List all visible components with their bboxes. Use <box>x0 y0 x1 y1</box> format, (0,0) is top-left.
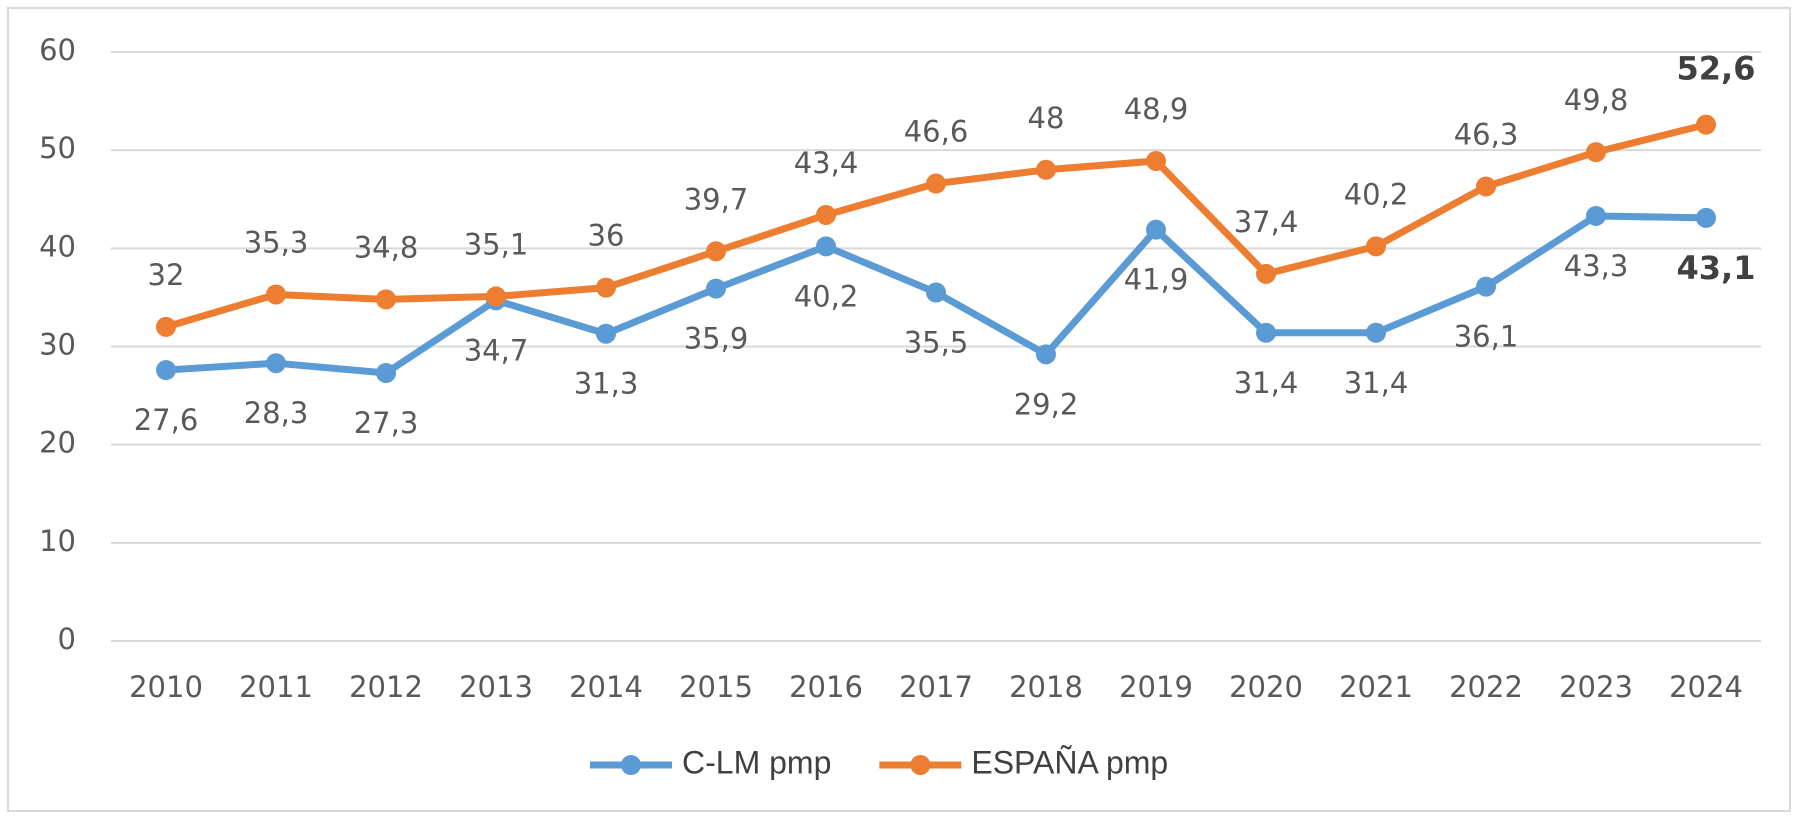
data-label: 32 <box>148 258 185 292</box>
data-label: 35,3 <box>244 225 309 259</box>
data-label: 31,4 <box>1344 366 1409 400</box>
x-tick-label: 2011 <box>239 670 313 704</box>
data-label: 27,3 <box>354 406 419 440</box>
data-label: 28,3 <box>244 396 309 430</box>
point <box>376 363 396 384</box>
point <box>706 278 726 299</box>
data-label: 39,7 <box>684 182 749 216</box>
point <box>1476 176 1496 197</box>
data-label: 43,3 <box>1564 249 1629 283</box>
data-label: 52,6 <box>1677 50 1756 88</box>
point <box>486 286 506 307</box>
legend-marker <box>910 755 931 775</box>
point <box>376 289 396 310</box>
data-label: 40,2 <box>1344 177 1409 211</box>
chart-border <box>7 7 1791 812</box>
point <box>596 277 616 298</box>
point <box>1256 263 1276 284</box>
y-tick-label: 30 <box>39 328 76 362</box>
x-tick-label: 2012 <box>349 670 423 704</box>
data-label: 37,4 <box>1234 205 1299 239</box>
data-label: 41,9 <box>1124 263 1189 297</box>
point <box>1146 150 1166 171</box>
x-tick-label: 2015 <box>679 670 753 704</box>
point <box>1586 142 1606 163</box>
x-tick-label: 2013 <box>459 670 533 704</box>
data-label: 36 <box>588 219 625 253</box>
point <box>266 353 286 374</box>
point <box>1256 322 1276 343</box>
data-label: 27,6 <box>134 403 199 437</box>
point <box>156 316 176 337</box>
point <box>816 236 836 257</box>
legend-text: ESPAÑA pmp <box>971 744 1168 780</box>
point <box>816 204 836 225</box>
point <box>1366 236 1386 257</box>
data-label: 34,7 <box>464 333 529 367</box>
data-label: 49,8 <box>1564 83 1629 117</box>
data-label: 35,5 <box>904 326 969 360</box>
y-tick-label: 0 <box>58 622 76 656</box>
data-label: 40,2 <box>794 279 859 313</box>
data-label: 43,4 <box>794 146 859 180</box>
data-label: 48,9 <box>1124 92 1189 126</box>
point <box>596 323 616 344</box>
x-tick-label: 2021 <box>1339 670 1413 704</box>
data-label: 29,2 <box>1014 387 1079 421</box>
point <box>1696 114 1716 135</box>
point <box>1036 159 1056 180</box>
y-tick-label: 60 <box>39 33 76 67</box>
point <box>706 241 726 262</box>
data-label: 48 <box>1028 101 1065 135</box>
y-tick-label: 40 <box>39 229 76 263</box>
x-tick-label: 2024 <box>1669 670 1743 704</box>
point <box>926 173 946 194</box>
legend-text: C-LM pmp <box>682 744 831 780</box>
x-tick-label: 2014 <box>569 670 643 704</box>
y-tick-label: 50 <box>39 131 76 165</box>
data-label: 35,1 <box>464 227 529 261</box>
y-tick-label: 20 <box>39 426 76 460</box>
y-tick-label: 10 <box>39 524 76 558</box>
point <box>1696 207 1716 228</box>
x-tick-label: 2019 <box>1119 670 1193 704</box>
data-label: 36,1 <box>1454 320 1519 354</box>
data-label: 46,6 <box>904 115 969 149</box>
point <box>1476 276 1496 297</box>
x-tick-label: 2017 <box>899 670 973 704</box>
point <box>1146 219 1166 240</box>
data-label: 31,4 <box>1234 366 1299 400</box>
x-tick-label: 2020 <box>1229 670 1303 704</box>
point <box>1036 344 1056 365</box>
x-tick-label: 2018 <box>1009 670 1083 704</box>
point <box>1586 205 1606 226</box>
legend-marker <box>621 755 641 775</box>
data-label: 43,1 <box>1677 249 1756 287</box>
data-label: 46,3 <box>1454 117 1519 151</box>
point <box>266 284 286 305</box>
x-tick-label: 2022 <box>1449 670 1523 704</box>
data-label: 35,9 <box>684 322 749 356</box>
x-tick-label: 2010 <box>129 670 203 704</box>
point <box>926 282 946 303</box>
data-label: 34,8 <box>354 230 419 264</box>
data-label: 31,3 <box>574 367 639 401</box>
x-tick-label: 2016 <box>789 670 863 704</box>
point <box>156 360 176 381</box>
point <box>1366 322 1386 343</box>
x-tick-label: 2023 <box>1559 670 1633 704</box>
